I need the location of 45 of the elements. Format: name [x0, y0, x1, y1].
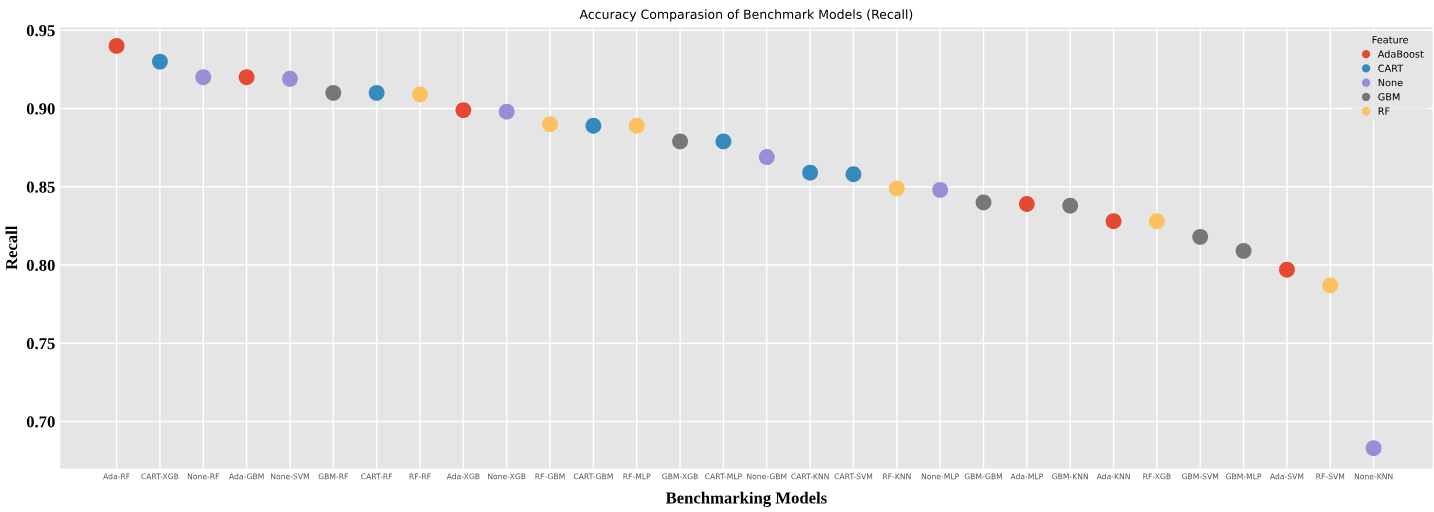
chart-title: Accuracy Comparasion of Benchmark Models (Recall) — [579, 9, 913, 22]
point — [152, 53, 168, 70]
legend-label: RF — [1378, 107, 1390, 115]
point — [455, 102, 472, 118]
point — [195, 69, 212, 86]
point — [758, 149, 775, 165]
point — [585, 117, 602, 134]
point — [1105, 213, 1122, 230]
point — [672, 133, 688, 150]
y-axis-title: Recall — [5, 225, 18, 270]
y-tick-label: 0.75 — [26, 337, 55, 350]
point — [1279, 261, 1295, 278]
legend-label: CART — [1378, 64, 1404, 72]
point — [845, 166, 862, 183]
point — [325, 84, 342, 101]
point — [368, 84, 385, 101]
legend-title: Feature — [1372, 36, 1408, 44]
point — [282, 70, 298, 87]
point — [932, 181, 949, 198]
point — [1062, 197, 1079, 214]
point — [1192, 228, 1209, 245]
y-tick-label: 0.95 — [26, 24, 55, 37]
point — [802, 164, 819, 181]
x-axis-title: Benchmarking Models — [665, 491, 827, 508]
point — [542, 116, 558, 133]
point — [888, 180, 905, 197]
point — [1148, 213, 1165, 230]
point — [1365, 440, 1382, 457]
legend-label: None — [1378, 79, 1403, 87]
point — [498, 103, 515, 120]
point — [628, 117, 645, 134]
y-tick-label: 0.80 — [26, 259, 55, 272]
y-tick-label: 0.90 — [26, 103, 55, 115]
legend-label: AdaBoost — [1377, 50, 1424, 58]
point — [715, 133, 732, 150]
point — [975, 194, 992, 211]
point — [108, 38, 125, 54]
legend-label: GBM — [1378, 93, 1400, 101]
point — [238, 69, 255, 86]
point — [412, 86, 428, 103]
y-tick-label: 0.70 — [26, 416, 55, 428]
y-tick-label: 0.85 — [26, 181, 55, 193]
point — [1235, 243, 1252, 259]
point — [1018, 196, 1035, 212]
point — [1322, 277, 1339, 294]
